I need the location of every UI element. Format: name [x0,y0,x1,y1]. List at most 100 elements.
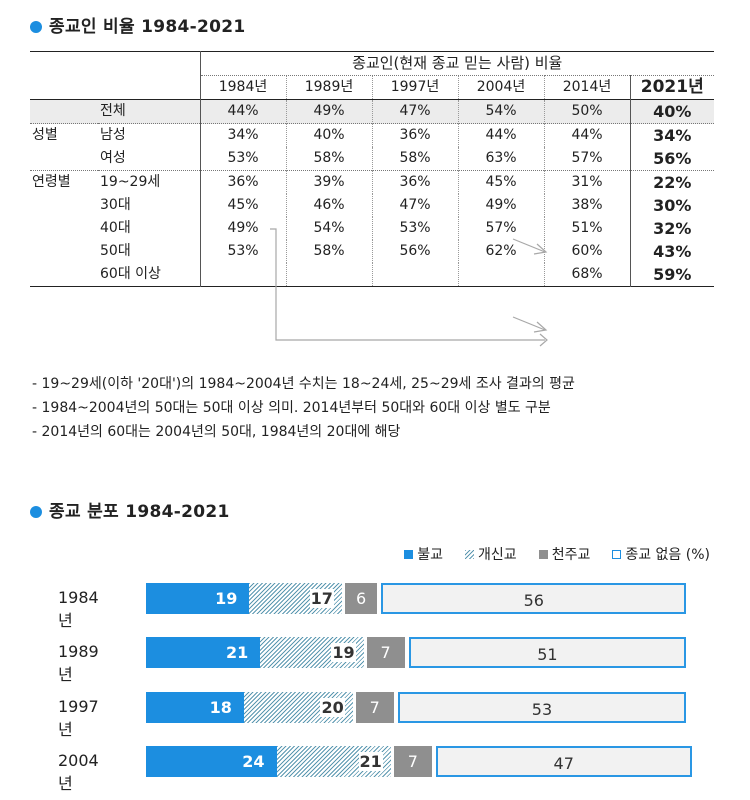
bar-segment-buddhism: 24 [146,745,277,777]
year-header: 1989년 [286,75,373,100]
row-label: 19~29세 [98,170,201,194]
table-cell: 49% [200,217,287,240]
table-cell: 30% [653,196,692,215]
table-cell: 46% [286,194,373,217]
legend-swatch-icon [538,550,548,559]
table-cell: 53% [372,217,459,240]
bar-segment-catholic: 7 [366,637,405,669]
data-label: 56 [523,591,544,610]
footnote: - 2014년의 60대는 2004년의 50대, 1984년의 20대에 해당 [32,424,401,440]
footnotes: - 19~29세(이하 '20대')의 1984~2004년 수치는 18~24… [32,372,575,444]
table-cell: 31% [544,170,631,194]
table-row: 성별 남성 34% 40% 36% 44% 44% 34% [30,123,714,147]
bullet-dot-icon [30,506,42,518]
bullet-dot-icon [30,21,42,33]
row-group-label [30,263,98,287]
row-label: 60대 이상 [98,263,201,287]
legend-swatch-icon [612,550,622,559]
bar-segment-catholic: 6 [344,583,378,614]
bar-segment-protestant: 20 [243,691,353,723]
bar-segment-protestant: 17 [249,583,342,614]
bar-segment-none: 47 [435,745,692,777]
legend-swatch-icon [404,550,414,559]
table-row: 50대 53% 58% 56% 62% 60% 43% [30,240,714,263]
table-cell: 44% [458,123,545,147]
row-label: 여성 [98,147,201,171]
table-cell: 45% [200,194,287,217]
table-cell: 49% [458,194,545,217]
table-cell: 43% [653,242,692,261]
table-cell: 58% [286,147,373,171]
table-row: 여성 53% 58% 58% 63% 57% 56% [30,147,714,171]
row-label: 40대 [98,217,201,240]
data-label: 17 [309,589,334,608]
table-cell [458,263,545,287]
row-label: 50대 [98,240,201,263]
table-cell: 49% [286,99,373,124]
table-cell: 40% [286,123,373,147]
table-cell: 45% [458,170,545,194]
table-cell: 59% [653,265,692,284]
table-cell: 44% [200,99,287,124]
section-title-religion-distribution: 종교 분포 1984-2021 [30,497,230,522]
table-row: 연령별 19~29세 36% 39% 36% 45% 31% 22% [30,170,714,194]
table-row: 전체 44% 49% 47% 54% 50% 40% [30,99,714,124]
table-cell: 44% [544,123,631,147]
table-row: 40대 49% 54% 53% 57% 51% 32% [30,217,714,240]
row-group-label [30,194,98,217]
bar-segment-protestant: 21 [276,745,391,777]
year-header: 1997년 [372,75,459,100]
section-title-religious-ratio: 종교인 비율 1984-2021 [30,12,246,37]
bar-segment-buddhism: 18 [146,691,244,723]
table-cell: 63% [458,147,545,171]
legend-item-protestant: 개신교 [465,544,517,564]
table-cell: 39% [286,170,373,194]
data-label: 6 [356,589,367,608]
table-cell [372,263,459,287]
bar-segment-none: 56 [381,583,687,614]
row-label: 전체 [98,99,201,124]
table-cell: 22% [653,173,692,192]
row-group-label [30,240,98,263]
table-group-header: 종교인(현재 종교 믿는 사람) 비율 [200,51,714,76]
legend-item-catholic: 천주교 [538,544,590,564]
table-cell: 57% [458,217,545,240]
data-label: 21 [358,751,383,771]
religious-ratio-table: 종교인(현재 종교 믿는 사람) 비율 1984년 1989년 1997년 20… [30,51,714,287]
table-cell: 62% [458,240,545,263]
year-header: 1984년 [200,75,287,100]
category-label: 1997년 [58,696,99,739]
table-row: 30대 45% 46% 47% 49% 38% 30% [30,194,714,217]
table-cell: 58% [286,240,373,263]
table-cell: 32% [653,219,692,238]
data-label: 7 [407,751,418,771]
data-label: 24 [242,751,265,771]
table-cell: 68% [544,263,631,287]
chart-legend: 불교 개신교 천주교 종교 없음 (%) [404,544,710,564]
table-cell: 54% [286,217,373,240]
table-cell: 56% [372,240,459,263]
year-header: 2004년 [458,75,545,100]
row-group-label [30,217,98,240]
table-cell: 51% [544,217,631,240]
table-cell: 50% [544,99,631,124]
table-cell: 38% [544,194,631,217]
data-label: 7 [369,697,380,717]
data-label: 47 [553,753,574,773]
bar-segment-none: 51 [408,637,687,669]
row-group-label [30,147,98,171]
table-cell [200,263,287,287]
footnote: - 1984~2004년의 50대는 50대 이상 의미. 2014년부터 50… [32,400,551,416]
bar-segment-none: 53 [397,691,687,723]
table-cell: 36% [200,170,287,194]
table-cell: 58% [372,147,459,171]
data-label: 7 [380,643,391,663]
bar-segment-buddhism: 21 [146,637,261,669]
bar-segment-protestant: 19 [260,637,364,669]
category-label: 1989년 [58,642,99,685]
row-label: 남성 [98,123,201,147]
row-label: 30대 [98,194,201,217]
data-label: 19 [331,643,356,663]
table-cell: 40% [630,99,714,124]
row-group-label: 연령별 [32,174,71,190]
